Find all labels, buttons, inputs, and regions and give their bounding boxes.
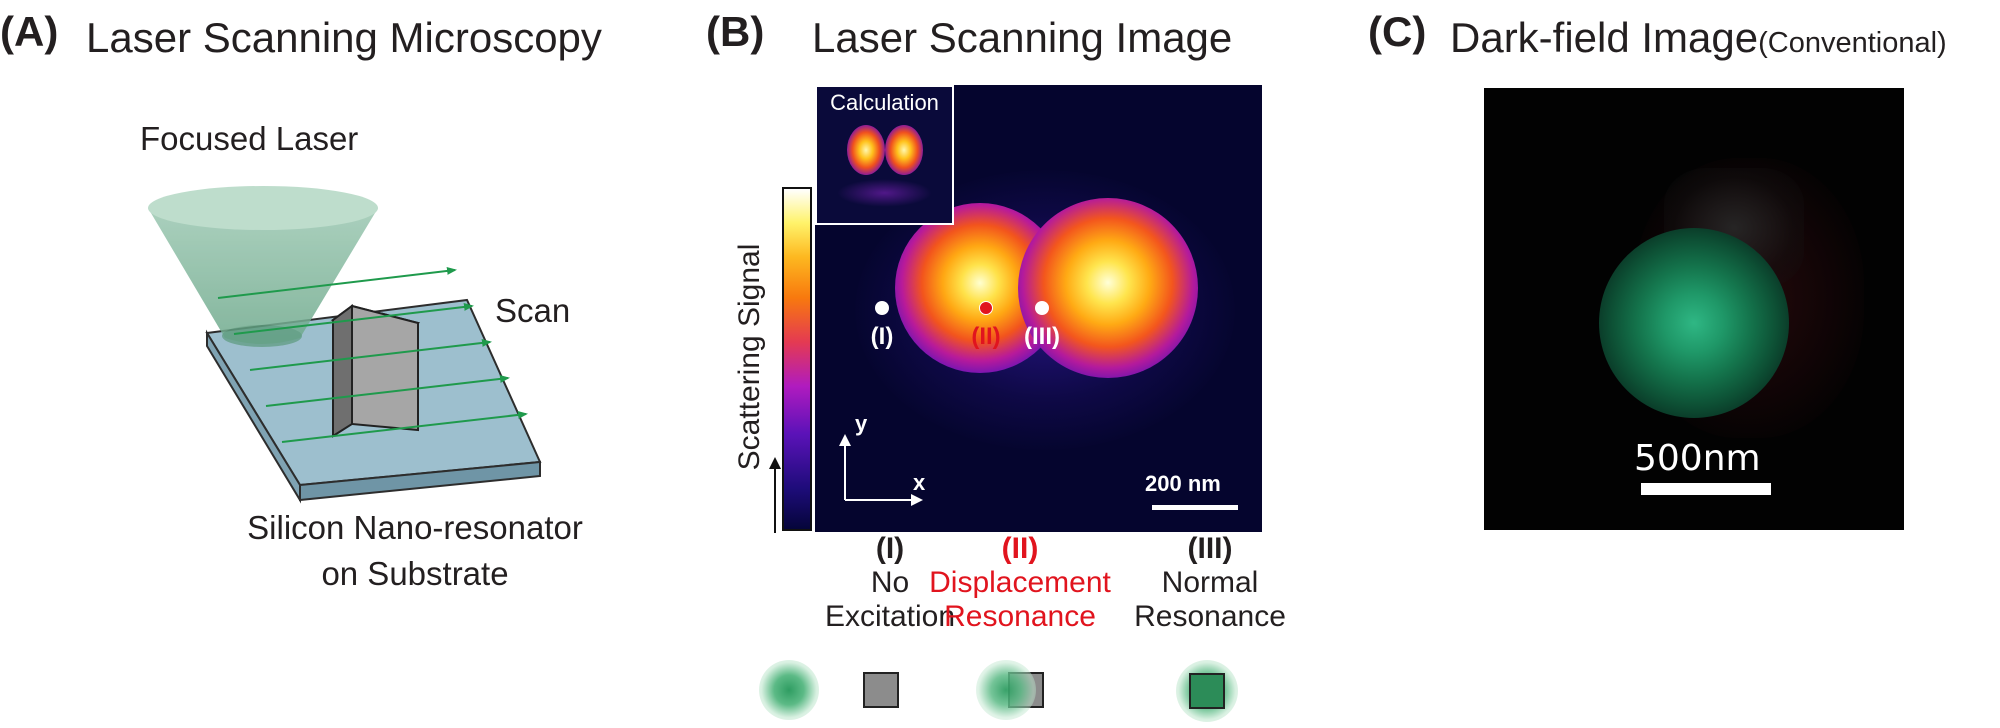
calculation-inset: Calculation (815, 85, 954, 225)
colorbar (782, 187, 812, 531)
state-ii-line2: Resonance (944, 600, 1096, 633)
state-i-resonator (863, 672, 899, 708)
substrate-label: Silicon Nano-resonator on Substrate (200, 505, 630, 597)
scale-bar-b (1152, 505, 1238, 510)
state-ii-label: (II) Displacement Resonance (900, 532, 1140, 634)
colorbar-label: Scattering Signal (733, 243, 766, 471)
state-ii-line1: Displacement (929, 566, 1111, 599)
panel-c-title-main: Dark-field Image (1450, 14, 1759, 61)
dark-field-image: 500nm (1484, 88, 1904, 530)
state-i-label: (I) No Excitation (790, 532, 990, 634)
state-ii-illustration (970, 660, 1050, 722)
state-i-laser-spot (759, 660, 819, 720)
panel-a-letter: (A) (0, 8, 59, 55)
scale-bar-label-c: 500nm (1634, 438, 1761, 479)
laser-cone (148, 186, 378, 347)
panel-b-letter: (B) (706, 8, 765, 55)
inset-label: Calculation (830, 90, 939, 115)
focused-laser-label: Focused Laser (140, 120, 359, 157)
inset-spot-left (847, 125, 885, 175)
scale-bar-c (1641, 483, 1771, 495)
panel-b-title: Laser Scanning Image (812, 14, 1233, 61)
state-iii-line1: Normal (1161, 566, 1259, 599)
substrate-label-line2: on Substrate (321, 555, 509, 592)
state-i-line2: Excitation (824, 600, 956, 633)
state-i-line1: No (870, 566, 910, 599)
scan-arrows (217, 266, 528, 443)
point-ii-label: (II) (971, 323, 1001, 350)
xy-axes (839, 434, 923, 506)
scan-image-lobe-right (1018, 198, 1198, 378)
nano-resonator (330, 304, 421, 438)
state-iii-numeral: (III) (1187, 532, 1233, 565)
state-iii-resonator (1189, 673, 1225, 709)
panel-c-title: Dark-field Image(Conventional) (1450, 14, 1947, 62)
point-i-label: (I) (870, 323, 894, 350)
scan-image: Calculation (I) (II) (III) y x 200 nm (815, 85, 1262, 532)
inset-fringes (837, 179, 932, 207)
scan-label: Scan (495, 292, 571, 329)
state-ii-numeral: (II) (1001, 532, 1039, 565)
state-i-illustration (755, 660, 915, 722)
point-i-marker (875, 301, 889, 315)
laser-scanning-schematic (148, 186, 542, 504)
state-iii-line2: Resonance (1134, 600, 1286, 633)
substrate-label-line1: Silicon Nano-resonator (247, 509, 583, 546)
point-ii-marker (979, 301, 993, 315)
colorbar-arrow (769, 457, 781, 533)
state-iii-label: (III) Normal Resonance (1110, 532, 1310, 634)
scale-bar-label-b: 200 nm (1145, 471, 1221, 496)
axis-x-label: x (913, 470, 926, 495)
panel-c-title-suffix: (Conventional) (1758, 27, 1947, 59)
axis-y-label: y (855, 411, 868, 436)
state-i-numeral: (I) (875, 532, 905, 565)
state-iii-illustration (1170, 660, 1250, 722)
inset-spot-right (885, 125, 923, 175)
dark-field-green-spot (1599, 228, 1789, 418)
point-iii-marker (1035, 301, 1049, 315)
panel-a-title: Laser Scanning Microscopy (86, 14, 602, 61)
point-iii-label: (III) (1024, 323, 1060, 350)
panel-c-letter: (C) (1368, 8, 1427, 55)
state-ii-laser-spot (976, 660, 1036, 720)
